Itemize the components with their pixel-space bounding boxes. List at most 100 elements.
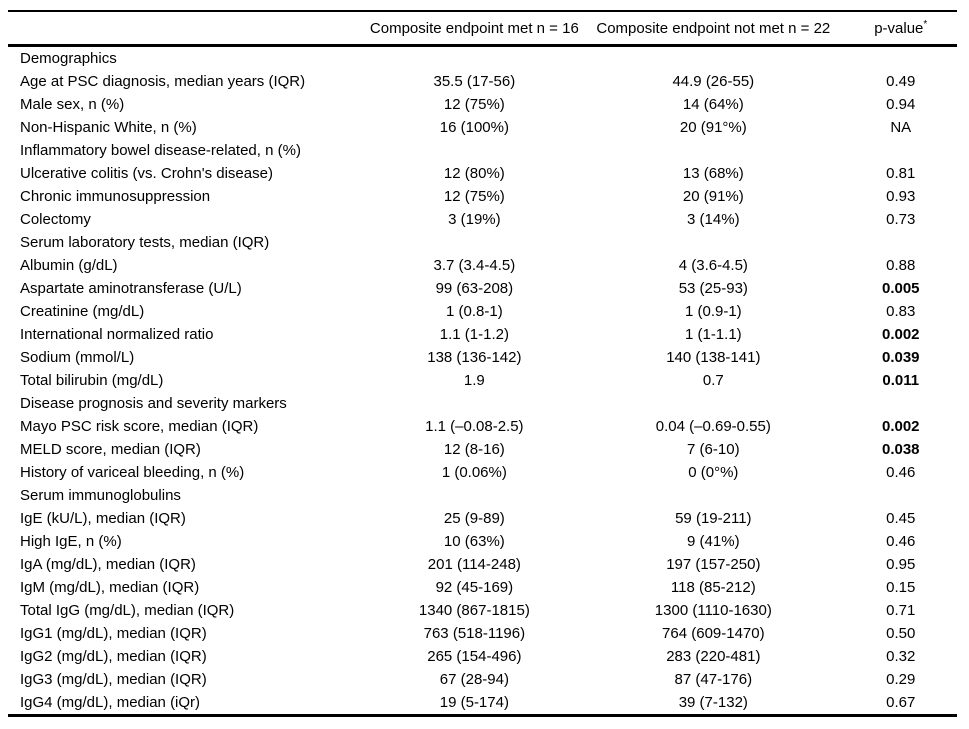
value-endpoint-not-met: 20 (91%) bbox=[682, 188, 744, 205]
p-value-cell: 0.15 bbox=[886, 579, 916, 596]
p-value-cell: 0.002 bbox=[881, 326, 920, 343]
value-endpoint-not-met: 14 (64%) bbox=[682, 96, 744, 113]
value-endpoint-met: 763 (518-1196) bbox=[423, 625, 526, 642]
value-endpoint-not-met: 0.7 bbox=[702, 372, 724, 389]
value-endpoint-not-met: 44.9 (26-55) bbox=[672, 73, 755, 90]
value-endpoint-not-met: 0.04 (–0.69-0.55) bbox=[655, 418, 771, 435]
p-value-cell: 0.49 bbox=[886, 73, 916, 90]
value-endpoint-met: 12 (80%) bbox=[443, 165, 505, 182]
value-endpoint-not-met: 1300 (1110-1630) bbox=[654, 602, 772, 619]
value-endpoint-not-met: 140 (138-141) bbox=[666, 349, 761, 366]
value-endpoint-met: 3 (19%) bbox=[448, 211, 501, 228]
p-value-cell: 0.67 bbox=[886, 694, 916, 711]
value-endpoint-met: 99 (63-208) bbox=[435, 280, 514, 297]
row-label: Total bilirubin (mg/dL) bbox=[20, 372, 164, 389]
row-label: Total IgG (mg/dL), median (IQR) bbox=[20, 602, 235, 619]
table-row: IgA (mg/dL), median (IQR) 201 (114-248) … bbox=[8, 553, 957, 576]
value-endpoint-not-met: 4 (3.6-4.5) bbox=[678, 257, 748, 274]
value-endpoint-met: 265 (154-496) bbox=[427, 648, 522, 665]
row-label: Sodium (mmol/L) bbox=[20, 349, 135, 366]
value-endpoint-met bbox=[367, 231, 583, 254]
header-p-value: p-value* bbox=[844, 11, 957, 47]
section-header-row: Disease prognosis and severity markers bbox=[8, 392, 957, 415]
row-label: IgM (mg/dL), median (IQR) bbox=[20, 579, 200, 596]
value-endpoint-not-met: 197 (157-250) bbox=[666, 556, 761, 573]
value-endpoint-met: 1.9 bbox=[463, 372, 485, 389]
composite-endpoint-comparison-table: Composite endpoint met n = 16 Composite … bbox=[8, 10, 957, 717]
table-row: Colectomy 3 (19%) 3 (14%) 0.73 bbox=[8, 208, 957, 231]
p-value-cell: 0.46 bbox=[886, 533, 916, 550]
table-header: Composite endpoint met n = 16 Composite … bbox=[8, 11, 957, 47]
value-endpoint-not-met: 3 (14%) bbox=[687, 211, 740, 228]
value-endpoint-met: 67 (28-94) bbox=[439, 671, 509, 688]
row-label: Disease prognosis and severity markers bbox=[20, 395, 287, 412]
row-label: Mayo PSC risk score, median (IQR) bbox=[20, 418, 259, 435]
table-row: IgG4 (mg/dL), median (iQr) 19 (5-174) 39… bbox=[8, 691, 957, 716]
row-label: Non-Hispanic White, n (%) bbox=[20, 119, 197, 136]
row-label: Ulcerative colitis (vs. Crohn's disease) bbox=[20, 165, 273, 182]
value-endpoint-not-met: 0 (0°%) bbox=[688, 464, 739, 481]
row-label: History of variceal bleeding, n (%) bbox=[20, 464, 245, 481]
row-label: IgG4 (mg/dL), median (iQr) bbox=[20, 694, 201, 711]
value-endpoint-not-met: 764 (609-1470) bbox=[662, 625, 765, 642]
table-row: Sodium (mmol/L) 138 (136-142) 140 (138-1… bbox=[8, 346, 957, 369]
value-endpoint-not-met bbox=[582, 392, 844, 415]
section-header-row: Serum immunoglobulins bbox=[8, 484, 957, 507]
p-value-cell: 0.71 bbox=[886, 602, 916, 619]
value-endpoint-not-met bbox=[582, 139, 844, 162]
value-endpoint-met: 3.7 (3.4-4.5) bbox=[433, 257, 516, 274]
table-row: Non-Hispanic White, n (%) 16 (100%) 20 (… bbox=[8, 116, 957, 139]
value-endpoint-not-met bbox=[582, 46, 844, 71]
value-endpoint-met: 1340 (867-1815) bbox=[418, 602, 530, 619]
value-endpoint-not-met: 59 (19-211) bbox=[675, 510, 752, 527]
value-endpoint-met: 12 (75%) bbox=[443, 188, 505, 205]
value-endpoint-not-met bbox=[582, 231, 844, 254]
table-row: Total bilirubin (mg/dL) 1.9 0.7 0.011 bbox=[8, 369, 957, 392]
section-header-row: Serum laboratory tests, median (IQR) bbox=[8, 231, 957, 254]
value-endpoint-met: 12 (75%) bbox=[443, 96, 505, 113]
p-value-cell bbox=[845, 392, 957, 415]
row-label: Age at PSC diagnosis, median years (IQR) bbox=[20, 73, 306, 90]
value-endpoint-not-met: 20 (91°%) bbox=[679, 119, 747, 136]
value-endpoint-met bbox=[367, 392, 583, 415]
row-label: Chronic immunosuppression bbox=[20, 188, 211, 205]
p-value-cell bbox=[845, 484, 957, 507]
value-endpoint-met: 138 (136-142) bbox=[427, 349, 522, 366]
table-row: Albumin (g/dL) 3.7 (3.4-4.5) 4 (3.6-4.5)… bbox=[8, 254, 957, 277]
row-label: IgA (mg/dL), median (IQR) bbox=[20, 556, 196, 573]
p-value-cell: 0.002 bbox=[881, 418, 920, 435]
header-endpoint-met: Composite endpoint met n = 16 bbox=[366, 11, 583, 47]
table-row: Chronic immunosuppression 12 (75%) 20 (9… bbox=[8, 185, 957, 208]
table-row: Creatinine (mg/dL) 1 (0.8-1) 1 (0.9-1) 0… bbox=[8, 300, 957, 323]
value-endpoint-met: 201 (114-248) bbox=[427, 556, 521, 573]
value-endpoint-met: 1 (0.06%) bbox=[441, 464, 507, 481]
row-label: Creatinine (mg/dL) bbox=[20, 303, 145, 320]
p-value-cell bbox=[845, 139, 957, 162]
value-endpoint-met: 25 (9-89) bbox=[443, 510, 505, 527]
row-label: Demographics bbox=[20, 50, 117, 67]
value-endpoint-met: 16 (100%) bbox=[439, 119, 509, 136]
row-label: MELD score, median (IQR) bbox=[20, 441, 201, 458]
table-row: Male sex, n (%) 12 (75%) 14 (64%) 0.94 bbox=[8, 93, 957, 116]
value-endpoint-not-met: 118 (85-212) bbox=[670, 579, 756, 596]
row-label: IgG1 (mg/dL), median (IQR) bbox=[20, 625, 207, 642]
value-endpoint-met bbox=[367, 139, 583, 162]
p-value-cell: 0.50 bbox=[886, 625, 916, 642]
table-row: Mayo PSC risk score, median (IQR) 1.1 (–… bbox=[8, 415, 957, 438]
row-label: IgG3 (mg/dL), median (IQR) bbox=[20, 671, 207, 688]
p-value-cell: 0.93 bbox=[886, 188, 916, 205]
value-endpoint-met: 1.1 (1-1.2) bbox=[439, 326, 509, 343]
table-row: Aspartate aminotransferase (U/L) 99 (63-… bbox=[8, 277, 957, 300]
value-endpoint-not-met: 7 (6-10) bbox=[687, 441, 740, 458]
header-variable-column bbox=[8, 11, 367, 47]
section-header-row: Inflammatory bowel disease-related, n (%… bbox=[8, 139, 957, 162]
row-label: IgE (kU/L), median (IQR) bbox=[20, 510, 186, 527]
p-value-cell: 0.005 bbox=[881, 280, 920, 297]
value-endpoint-met: 19 (5-174) bbox=[439, 694, 509, 711]
comparison-table-container: Composite endpoint met n = 16 Composite … bbox=[8, 10, 957, 717]
value-endpoint-met: 1.1 (–0.08-2.5) bbox=[425, 418, 524, 435]
row-label: IgG2 (mg/dL), median (IQR) bbox=[20, 648, 207, 665]
table-row: Total IgG (mg/dL), median (IQR) 1340 (86… bbox=[8, 599, 957, 622]
value-endpoint-met: 12 (8-16) bbox=[443, 441, 505, 458]
table-row: International normalized ratio 1.1 (1-1.… bbox=[8, 323, 957, 346]
